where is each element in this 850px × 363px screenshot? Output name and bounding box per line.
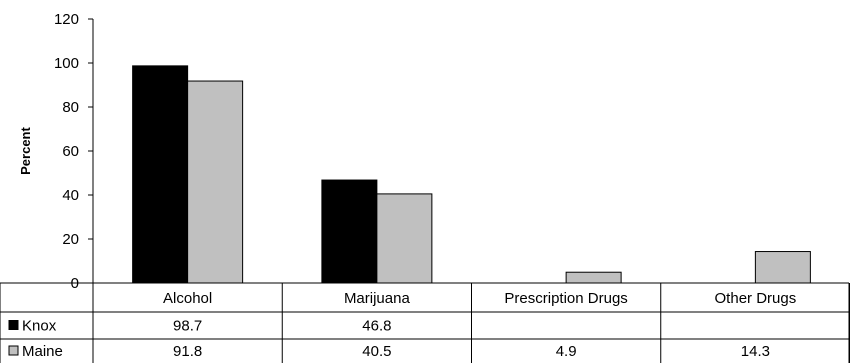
bar-knox-alcohol — [132, 65, 189, 284]
data-label: 14.3 — [741, 343, 770, 360]
data-label: 40.5 — [362, 343, 391, 360]
legend-label-maine: Maine — [22, 343, 63, 360]
data-label: 98.7 — [173, 318, 202, 335]
bar-knox-marijuana — [321, 179, 378, 284]
bar-maine-prescription-drugs — [565, 271, 622, 284]
chart-bars — [132, 65, 811, 284]
x-category-label: Prescription Drugs — [504, 290, 627, 307]
data-label: 91.8 — [173, 343, 202, 360]
y-tick-label: 60 — [62, 143, 79, 160]
y-axis-title: Percent — [18, 126, 33, 174]
data-label: 46.8 — [362, 318, 391, 335]
bar-maine-other-drugs — [754, 251, 811, 284]
y-tick-label: 80 — [62, 99, 79, 116]
x-category-label: Marijuana — [344, 290, 411, 307]
data-label: 4.9 — [556, 343, 577, 360]
legend-key-knox — [8, 320, 19, 330]
chart-data-table: Alcohol Marijuana Prescription Drugs Other … — [0, 282, 850, 363]
y-tick-label: 20 — [62, 231, 79, 248]
y-tick-label: 40 — [62, 187, 79, 204]
legend-label-knox: Knox — [22, 318, 57, 335]
bar-maine-marijuana — [376, 193, 433, 284]
bar-maine-alcohol — [187, 80, 244, 284]
y-tick-label: 100 — [54, 55, 79, 72]
legend-key-maine — [8, 345, 19, 356]
y-tick-label: 120 — [54, 11, 79, 28]
x-category-label: Alcohol — [163, 290, 212, 307]
x-category-label: Other Drugs — [715, 290, 797, 307]
